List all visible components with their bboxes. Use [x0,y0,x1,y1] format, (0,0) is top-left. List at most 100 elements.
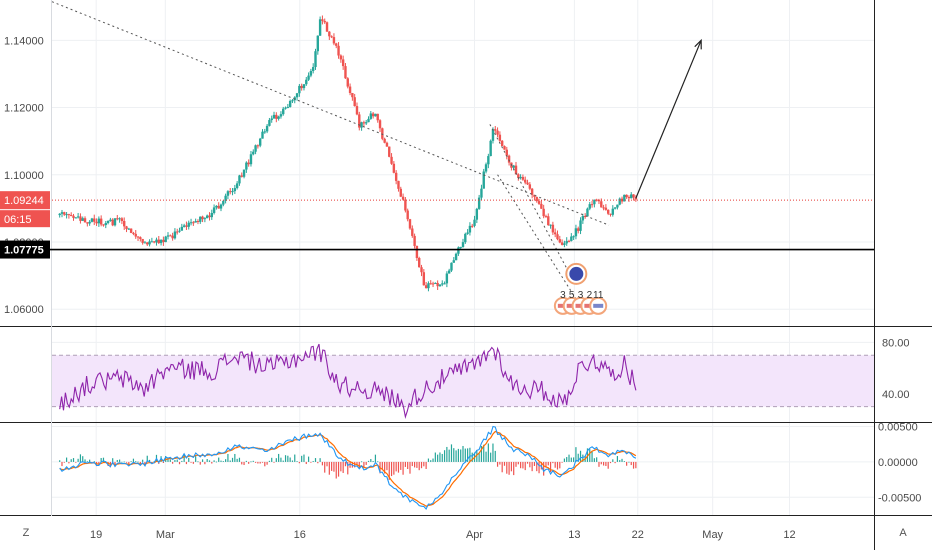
candle-body [88,221,91,224]
candle-body [457,247,460,254]
macd-histogram-bar [195,456,197,462]
macd-histogram-bar [335,461,337,479]
macd-histogram-bar [68,461,70,464]
candle-body [540,203,543,209]
macd-histogram-bar [533,461,536,466]
macd-histogram-bar [464,448,466,462]
macd-histogram-bar [559,461,561,469]
candle-body [196,220,200,222]
candle-body [185,225,188,227]
macd-histogram-bar [337,461,340,477]
candle-body [593,199,596,205]
time-tick-label: May [702,529,723,541]
candle-body [404,199,407,211]
macd-histogram-bar [439,452,441,462]
candle-body [399,188,402,197]
macd-histogram-bar [282,460,284,462]
candle-body [408,219,412,229]
price-tick-label: 1.14000 [4,35,44,47]
macd-histogram-bar [395,461,397,472]
candle-body [337,45,340,56]
macd-histogram-bar [314,458,317,462]
macd-histogram-bar [275,458,277,462]
candle-body [480,188,483,198]
macd-histogram-bar [520,461,522,469]
macd-histogram-bar [231,457,234,462]
candle-body [413,235,416,246]
macd-histogram-bar [65,457,68,462]
macd-histogram-bar [176,459,178,462]
candle-body [123,221,126,227]
macd-histogram-bar [494,450,496,462]
macd-histogram-bar [522,461,524,469]
candle-body [512,165,515,168]
macd-histogram-bar [324,461,326,473]
candle-body [553,232,557,235]
macd-histogram-bar [492,443,494,462]
candle-body [164,236,167,243]
candle-body [235,183,239,189]
macd-histogram-bar [457,448,459,462]
macd-histogram-bar [455,450,457,462]
candle-body [494,129,497,131]
candle-body [201,216,204,220]
macd-histogram-bar [354,461,356,468]
macd-histogram-bar [614,461,616,464]
candle-body [489,140,492,157]
macd-histogram-bar [199,461,201,465]
auto-zoom-left-button[interactable]: Z [22,527,30,539]
candle-body [551,224,555,233]
candle-body [272,114,276,119]
current-price-tag [0,191,50,210]
channel-upper-line [489,124,571,276]
channel-lower-line [497,174,579,303]
candle-body [240,175,243,177]
event-marker-label: 3 [578,290,584,301]
auto-scale-button[interactable]: A [899,527,907,539]
time-tick-label: 13 [568,529,580,541]
macd-histogram-bar [416,461,418,468]
time-tick-label: 19 [90,529,102,541]
macd-histogram-bar [538,461,540,474]
candle-body [411,228,414,236]
macd-histogram-bar [291,460,294,462]
macd-histogram-bar [478,453,480,462]
macd-histogram-bar [356,461,358,465]
candle-body [224,195,227,201]
candle-body [270,118,273,121]
candle-body [535,196,538,202]
candle-body [572,236,575,238]
macd-histogram-bar [102,457,105,462]
macd-histogram-bar [425,461,427,469]
macd-histogram-bar [600,461,602,465]
macd-histogram-bar [547,461,549,466]
macd-line [59,425,637,510]
macd-histogram-bar [441,453,443,462]
candle-body [279,114,283,117]
macd-histogram-bar [471,452,473,462]
candle-body [339,55,343,60]
candle-body [346,78,349,87]
candle-body [226,191,230,196]
macd-histogram-bar [508,461,510,475]
candle-body [383,138,386,143]
macd-histogram-bar [307,456,310,462]
macd-histogram-bar [589,449,591,462]
candle-body [265,125,269,132]
candle-body [113,218,117,226]
candle-body [328,31,331,37]
macd-histogram-bar [517,461,519,465]
event-marker-label: 2 [587,290,593,301]
candle-body [556,234,559,240]
macd-histogram-bar [453,448,455,462]
candle-body [344,66,347,79]
macd-histogram-bar [333,461,335,472]
candle-body [182,225,186,227]
candle-body [447,270,451,274]
macd-signal-line [59,430,637,507]
candle-body [245,162,248,170]
candle-body [519,176,522,178]
candle-body [371,113,375,117]
